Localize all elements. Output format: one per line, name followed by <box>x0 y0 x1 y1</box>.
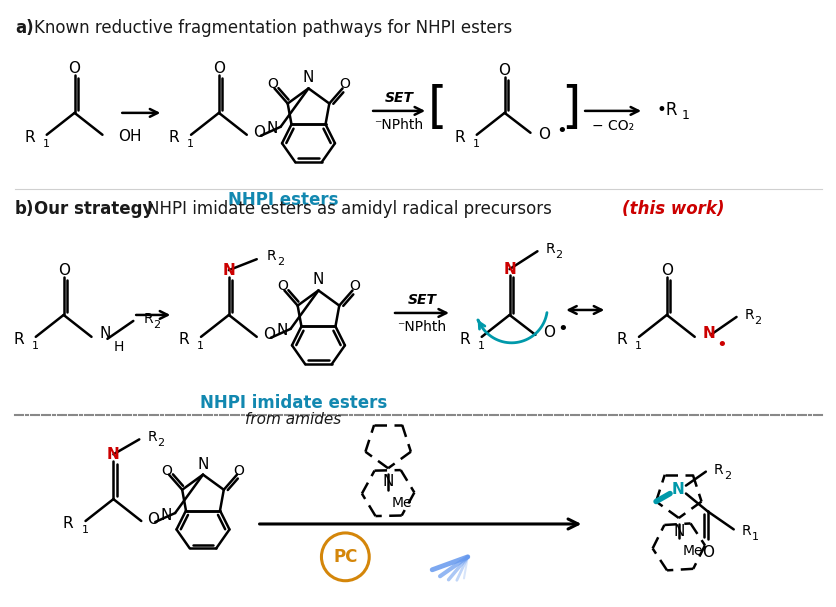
Text: NHPI esters: NHPI esters <box>228 191 339 209</box>
Text: R: R <box>545 242 554 256</box>
Text: •: • <box>716 336 726 354</box>
Text: O: O <box>252 125 264 140</box>
Text: 1: 1 <box>81 525 89 535</box>
Text: 1: 1 <box>477 341 484 351</box>
Text: 1: 1 <box>635 341 641 351</box>
Text: H: H <box>113 340 124 354</box>
Text: O: O <box>147 512 159 526</box>
Text: N: N <box>702 327 715 341</box>
Text: R: R <box>178 333 189 347</box>
Text: O: O <box>212 61 225 76</box>
Text: 2: 2 <box>723 470 730 481</box>
Text: O: O <box>277 279 288 293</box>
Text: Me: Me <box>391 496 412 510</box>
Text: R: R <box>168 131 179 145</box>
Text: : NHPI imidate esters as amidyl radical precursors: : NHPI imidate esters as amidyl radical … <box>136 200 557 219</box>
Text: − CO₂: − CO₂ <box>591 119 634 133</box>
Text: R: R <box>713 463 722 476</box>
Text: R: R <box>741 524 751 538</box>
Text: O: O <box>263 327 274 342</box>
Text: Known reductive fragmentation pathways for NHPI esters: Known reductive fragmentation pathways f… <box>33 19 512 37</box>
Text: R: R <box>743 308 753 322</box>
Text: R: R <box>615 333 626 347</box>
Text: O: O <box>58 263 69 277</box>
Text: 1: 1 <box>681 109 689 123</box>
Text: N: N <box>266 121 278 137</box>
Text: OH: OH <box>118 129 142 144</box>
Text: N: N <box>303 70 314 86</box>
Text: 1: 1 <box>196 341 204 351</box>
Text: •: • <box>556 122 567 140</box>
Text: O: O <box>161 464 172 478</box>
Text: 1: 1 <box>751 532 757 542</box>
Text: 1: 1 <box>186 139 194 149</box>
Text: Our strategy: Our strategy <box>33 200 153 219</box>
Text: SET: SET <box>384 91 413 105</box>
Text: from amides: from amides <box>245 412 341 427</box>
Text: O: O <box>69 61 80 76</box>
Text: R: R <box>454 131 464 145</box>
Text: 1: 1 <box>43 139 49 149</box>
Text: O: O <box>267 78 278 92</box>
Text: N: N <box>313 273 324 288</box>
Text: O: O <box>538 127 550 142</box>
Text: •R: •R <box>656 101 678 119</box>
Text: 2: 2 <box>753 316 761 326</box>
Text: NHPI imidate esters: NHPI imidate esters <box>200 393 387 412</box>
Text: N: N <box>502 262 515 277</box>
Text: R: R <box>143 312 153 326</box>
Text: O: O <box>701 545 713 560</box>
Text: O: O <box>543 325 555 341</box>
Text: N: N <box>382 474 394 489</box>
Text: R: R <box>13 333 23 347</box>
Text: 2: 2 <box>157 438 164 449</box>
Text: N: N <box>161 507 172 523</box>
Text: 2: 2 <box>555 250 562 260</box>
Text: N: N <box>222 263 235 277</box>
Text: O: O <box>233 464 244 478</box>
Text: N: N <box>197 456 208 472</box>
Text: R: R <box>459 333 469 347</box>
Text: O: O <box>498 63 510 78</box>
Text: (this work): (this work) <box>621 200 724 219</box>
Text: R: R <box>267 249 276 263</box>
Text: R: R <box>24 131 35 145</box>
Text: ]: ] <box>561 84 580 132</box>
Text: 1: 1 <box>472 139 479 149</box>
Text: N: N <box>107 447 120 462</box>
Text: N: N <box>670 482 684 497</box>
Text: SET: SET <box>407 293 436 307</box>
Text: R: R <box>63 517 74 532</box>
Text: 1: 1 <box>32 341 38 351</box>
Text: a): a) <box>15 19 33 37</box>
Text: ⁻NPhth: ⁻NPhth <box>374 118 423 132</box>
Text: O: O <box>339 78 349 92</box>
Text: •: • <box>557 320 568 338</box>
Text: 2: 2 <box>153 320 161 330</box>
Text: N: N <box>276 324 288 338</box>
Text: Me: Me <box>682 544 702 558</box>
Text: PC: PC <box>333 548 357 566</box>
Text: [: [ <box>428 84 447 132</box>
Text: N: N <box>99 327 110 341</box>
Text: N: N <box>672 524 684 539</box>
Text: O: O <box>660 263 672 277</box>
Text: R: R <box>147 430 156 444</box>
Text: 2: 2 <box>277 257 283 267</box>
Text: ⁻NPhth: ⁻NPhth <box>397 320 446 334</box>
Text: b): b) <box>15 200 34 219</box>
Text: O: O <box>349 279 359 293</box>
